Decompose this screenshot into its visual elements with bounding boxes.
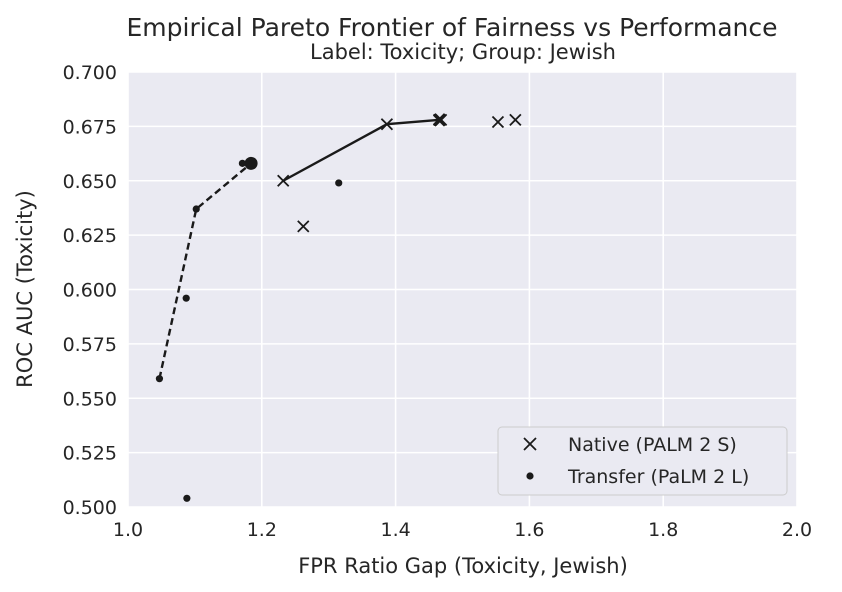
x-tick-label: 2.0: [782, 519, 812, 541]
x-tick-label: 1.4: [380, 519, 410, 541]
series-transfer: [155, 156, 343, 502]
y-tick-label: 0.550: [63, 388, 117, 410]
chart-series: [155, 113, 522, 502]
chart-subtitle: Label: Toxicity; Group: Jewish: [310, 40, 616, 64]
data-point: [335, 179, 343, 187]
highlight-point: [244, 156, 258, 170]
y-tick-label: 0.575: [63, 334, 117, 356]
y-tick-label: 0.700: [63, 62, 117, 84]
data-point: [380, 118, 394, 131]
legend-x-marker: [523, 437, 537, 451]
frontier-line: [158, 162, 252, 379]
data-point: [277, 174, 290, 187]
data-point: [192, 205, 200, 213]
x-tick-label: 1.6: [514, 519, 544, 541]
y-tick-label: 0.500: [63, 497, 117, 519]
legend-native-label: Native (PALM 2 S): [568, 434, 737, 456]
y-axis-label: ROC AUC (Toxicity): [13, 190, 37, 388]
chart-title: Empirical Pareto Frontier of Fairness vs…: [126, 13, 777, 42]
data-point: [238, 159, 246, 167]
y-tick-label: 0.600: [63, 280, 117, 302]
legend-transfer-marker: [526, 472, 534, 480]
series-native: [277, 113, 522, 233]
data-point: [155, 375, 164, 383]
y-tick-label: 0.625: [63, 225, 117, 247]
data-point: [509, 113, 522, 126]
x-axis-label: FPR Ratio Gap (Toxicity, Jewish): [298, 554, 628, 578]
y-tick-label: 0.525: [63, 443, 117, 465]
x-tick-label: 1.0: [113, 519, 143, 541]
legend-dot-marker: [526, 472, 534, 480]
legend-native-marker: [523, 437, 537, 451]
y-tick-label: 0.650: [63, 171, 117, 193]
data-point: [491, 115, 505, 129]
legend: Native (PALM 2 S) Transfer (PaLM 2 L): [497, 426, 788, 496]
highlight-point: [432, 113, 447, 127]
data-point: [297, 220, 310, 233]
legend-transfer-label: Transfer (PaLM 2 L): [567, 466, 749, 488]
y-tick-label: 0.675: [63, 116, 117, 138]
x-axis-ticks: 1.0 1.2 1.4 1.6 1.8 2.0: [113, 519, 812, 541]
data-point: [183, 494, 191, 502]
data-point: [182, 294, 190, 302]
y-axis-ticks: 0.500 0.525 0.550 0.575 0.600 0.625 0.650 0.675…: [63, 62, 117, 519]
x-tick-label: 1.2: [247, 519, 277, 541]
legend-box: [497, 426, 788, 496]
x-tick-label: 1.8: [648, 519, 678, 541]
